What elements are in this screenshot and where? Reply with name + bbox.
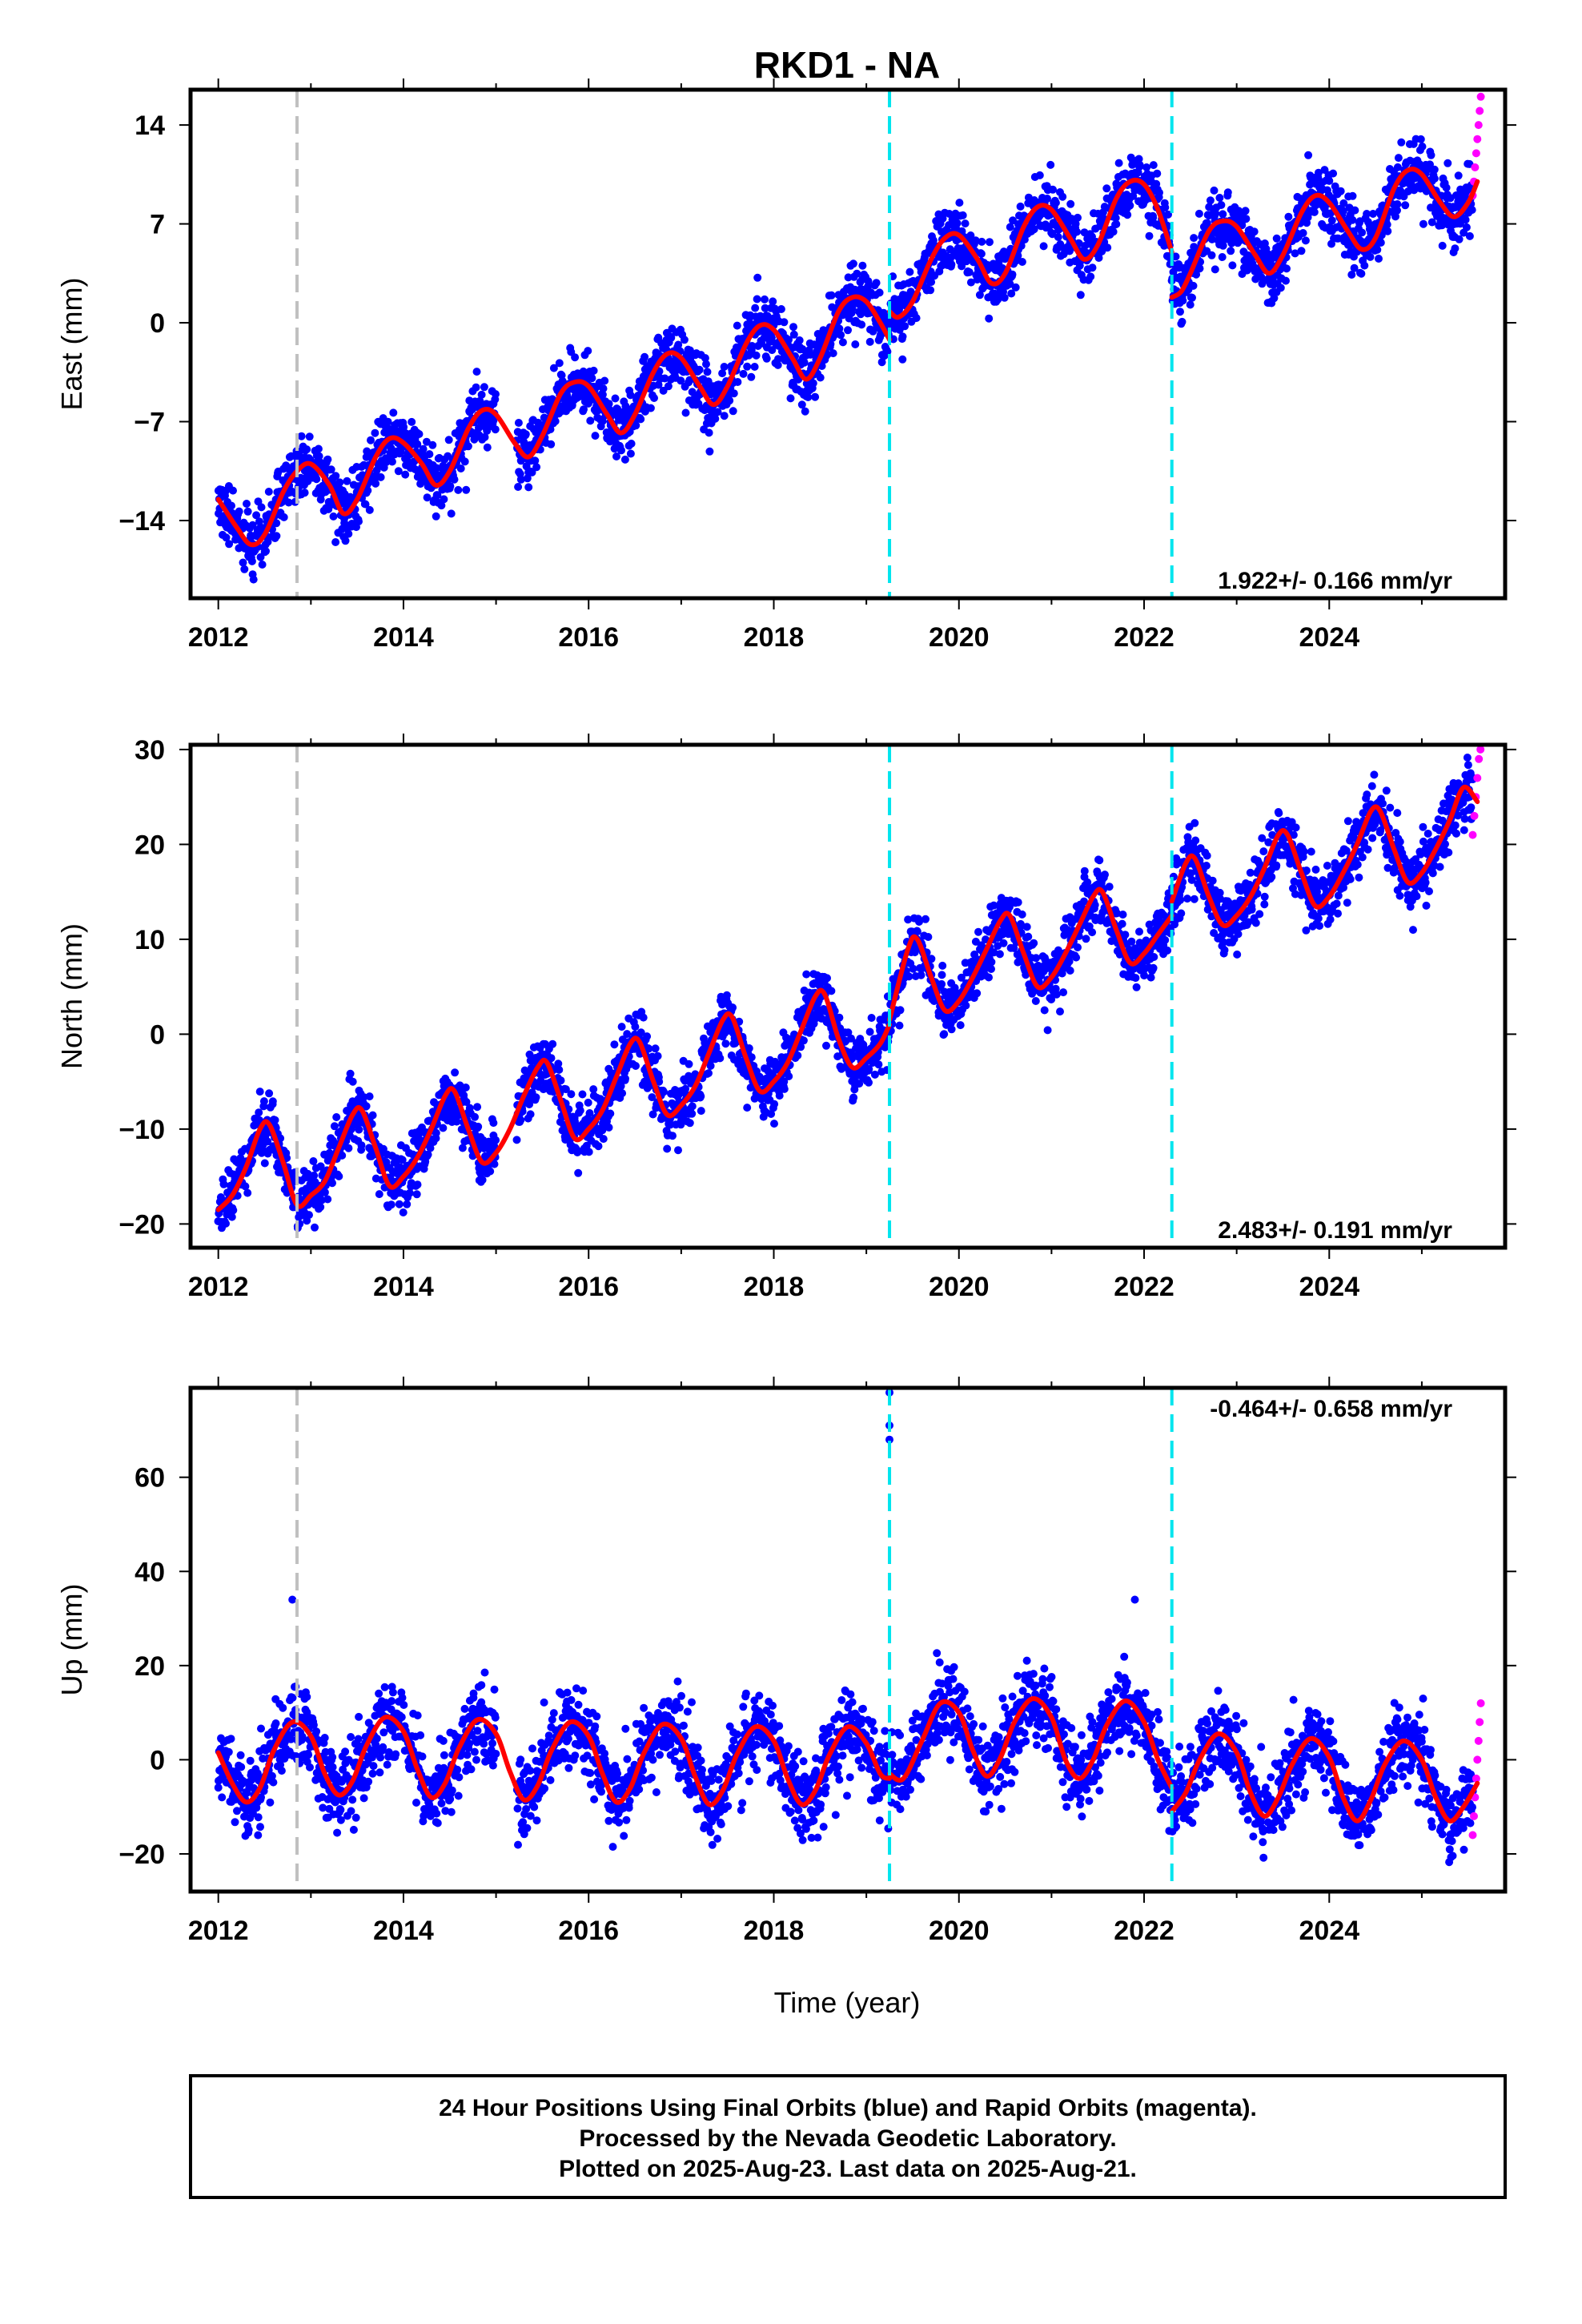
final-orbit-points (214, 754, 1477, 1232)
x-tick-label: 2022 (1114, 622, 1174, 653)
x-tick-label: 2024 (1299, 622, 1359, 653)
y-tick-label: 20 (135, 830, 165, 860)
model-curve (887, 887, 1174, 1023)
y-tick-label: 0 (150, 308, 165, 339)
north-panel: 2012 2014 2016 2018 2020 2022 2024 30 20 10 0 −10 −2… (55, 734, 1516, 1302)
rapid-orbit-points (1468, 1699, 1485, 1839)
x-tick-label: 2014 (373, 622, 434, 653)
y-tick-label: −20 (118, 1209, 165, 1240)
y-tick-label: 20 (135, 1651, 165, 1682)
chart-title: RKD1 - NA (754, 44, 941, 86)
info-line-2: Processed by the Nevada Geodetic Laborat… (579, 2125, 1116, 2152)
x-tick-label: 2024 (1299, 1272, 1359, 1302)
y-tick-label: 40 (135, 1557, 165, 1587)
info-line-1: 24 Hour Positions Using Final Orbits (bl… (439, 2095, 1257, 2121)
y-axis-label: East (mm) (55, 278, 88, 411)
x-tick-label: 2012 (188, 622, 249, 653)
x-tick-label: 2012 (188, 1916, 249, 1946)
x-tick-label: 2018 (744, 1272, 805, 1302)
velocity-label: -0.464+/- 0.658 mm/yr (1210, 1396, 1452, 1422)
x-tick-label: 2022 (1114, 1916, 1174, 1946)
x-tick-label: 2020 (929, 1916, 990, 1946)
info-box-frame (189, 2074, 1507, 2199)
model-curve (215, 987, 892, 1212)
model-curve (887, 177, 1174, 320)
plot-area (214, 1388, 1485, 1892)
plot-area (214, 745, 1485, 1248)
x-tick-label: 2022 (1114, 1272, 1174, 1302)
x-tick-label: 2014 (373, 1916, 434, 1946)
x-axis-label: Time (year) (774, 1986, 921, 2019)
model-curve (1169, 784, 1480, 928)
y-tick-label: 30 (135, 735, 165, 766)
rapid-orbit-points (1468, 745, 1485, 839)
y-tick-label: −10 (118, 1115, 165, 1145)
x-tick-label: 2016 (558, 1916, 619, 1946)
x-tick-label: 2024 (1299, 1916, 1359, 1946)
final-orbit-points (214, 135, 1477, 584)
x-tick-label: 2016 (558, 1272, 619, 1302)
plot-area (214, 90, 1485, 598)
panel-frame (188, 1385, 1508, 1894)
y-tick-label: 60 (135, 1463, 165, 1494)
y-tick-label: −14 (118, 506, 165, 537)
info-box: 24 Hour Positions Using Final Orbits (bl… (189, 2074, 1507, 2199)
x-tick-label: 2014 (373, 1272, 434, 1302)
y-axis-label: North (mm) (55, 923, 88, 1069)
y-axis-label: Up (mm) (55, 1584, 88, 1696)
velocity-label: 1.922+/- 0.166 mm/yr (1218, 568, 1452, 594)
up-panel: 2012 2014 2016 2018 2020 2022 2024 60 40 20 0 −20 Up… (55, 1377, 1516, 1946)
x-tick-label: 2020 (929, 1272, 990, 1302)
final-orbit-points (214, 1388, 1477, 1867)
model-curve (887, 1696, 1174, 1791)
panel-frame (188, 87, 1508, 601)
y-tick-label: 14 (135, 111, 165, 141)
y-tick-label: −20 (118, 1839, 165, 1870)
y-tick-label: 0 (150, 1019, 165, 1050)
velocity-label: 2.483+/- 0.191 mm/yr (1218, 1217, 1452, 1244)
x-tick-label: 2020 (929, 622, 990, 653)
y-tick-label: −7 (134, 408, 165, 438)
model-curve (215, 1715, 892, 1807)
y-tick-label: 7 (150, 210, 165, 240)
y-tick-label: 0 (150, 1745, 165, 1775)
x-tick-label: 2018 (744, 1916, 805, 1946)
info-line-3: Plotted on 2025-Aug-23. Last data on 202… (559, 2156, 1137, 2182)
panel-frame (188, 742, 1508, 1250)
x-tick-label: 2012 (188, 1272, 249, 1302)
model-curve (1169, 1731, 1480, 1823)
east-panel: 2012 2014 2016 2018 2020 2022 2024 14 7 0 −7 −14 Eas… (55, 78, 1516, 653)
x-tick-label: 2016 (558, 622, 619, 653)
model-curve (1169, 167, 1480, 300)
y-tick-label: 10 (135, 925, 165, 955)
x-tick-label: 2018 (744, 622, 805, 653)
model-curve (215, 294, 892, 548)
